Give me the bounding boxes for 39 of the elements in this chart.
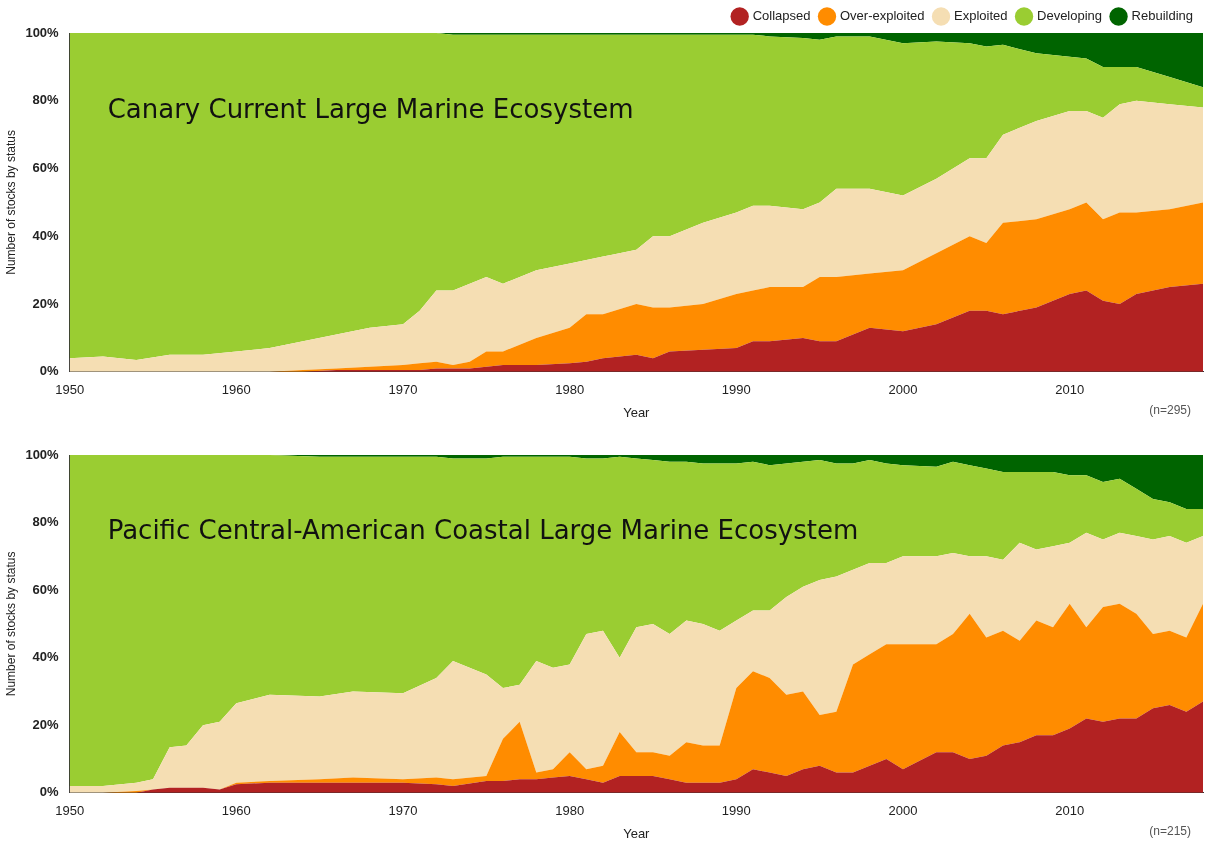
y-tick-label: 60%	[32, 581, 60, 597]
x-tick-label: 1960	[221, 803, 251, 819]
x-tick-label: 1950	[55, 382, 85, 398]
legend-label: Exploited	[954, 8, 1008, 24]
legend-label: Over-exploited	[840, 8, 925, 24]
x-tick-label: 1950	[55, 803, 85, 819]
x-tick-label: 1990	[721, 803, 751, 819]
x-axis-title: Year	[623, 825, 651, 841]
y-tick-label: 0%	[39, 363, 60, 379]
y-tick-label: 40%	[32, 227, 60, 243]
y-tick-label: 0%	[39, 784, 60, 800]
text: Canary Current Large Marine Ecosystem	[107, 93, 634, 124]
text: (n=215)	[1149, 824, 1191, 839]
x-tick-label: 1980	[555, 803, 585, 819]
text: (n=295)	[1149, 403, 1191, 418]
x-tick-label: 2000	[888, 803, 918, 819]
x-tick-label: 1960	[221, 382, 251, 398]
x-tick-label: 2010	[1055, 382, 1085, 398]
y-tick-label: 100%	[25, 446, 60, 462]
y-tick-label: 80%	[32, 514, 60, 530]
legend-label: Rebuilding	[1131, 8, 1193, 24]
x-tick-label: 1990	[721, 382, 751, 398]
text: Pacific Central-American Coastal Large Marine Ecosystem	[107, 515, 859, 546]
legend-label: Collapsed	[752, 8, 811, 24]
y-tick-label: 100%	[25, 24, 60, 40]
y-axis-title: Number of stocks by status	[3, 130, 18, 275]
x-tick-label: 1980	[555, 382, 585, 398]
x-tick-label: 1970	[388, 803, 418, 819]
legend-label: Developing	[1037, 8, 1103, 24]
y-tick-label: 20%	[32, 295, 60, 311]
y-tick-label: 80%	[32, 92, 60, 108]
x-axis-title: Year	[623, 404, 651, 420]
x-tick-label: 2010	[1055, 803, 1085, 819]
x-tick-label: 2000	[888, 382, 918, 398]
y-tick-label: 60%	[32, 160, 60, 176]
y-tick-label: 40%	[32, 649, 60, 665]
y-tick-label: 20%	[32, 716, 60, 732]
x-tick-label: 1970	[388, 382, 418, 398]
y-axis-title: Number of stocks by status	[3, 551, 18, 697]
